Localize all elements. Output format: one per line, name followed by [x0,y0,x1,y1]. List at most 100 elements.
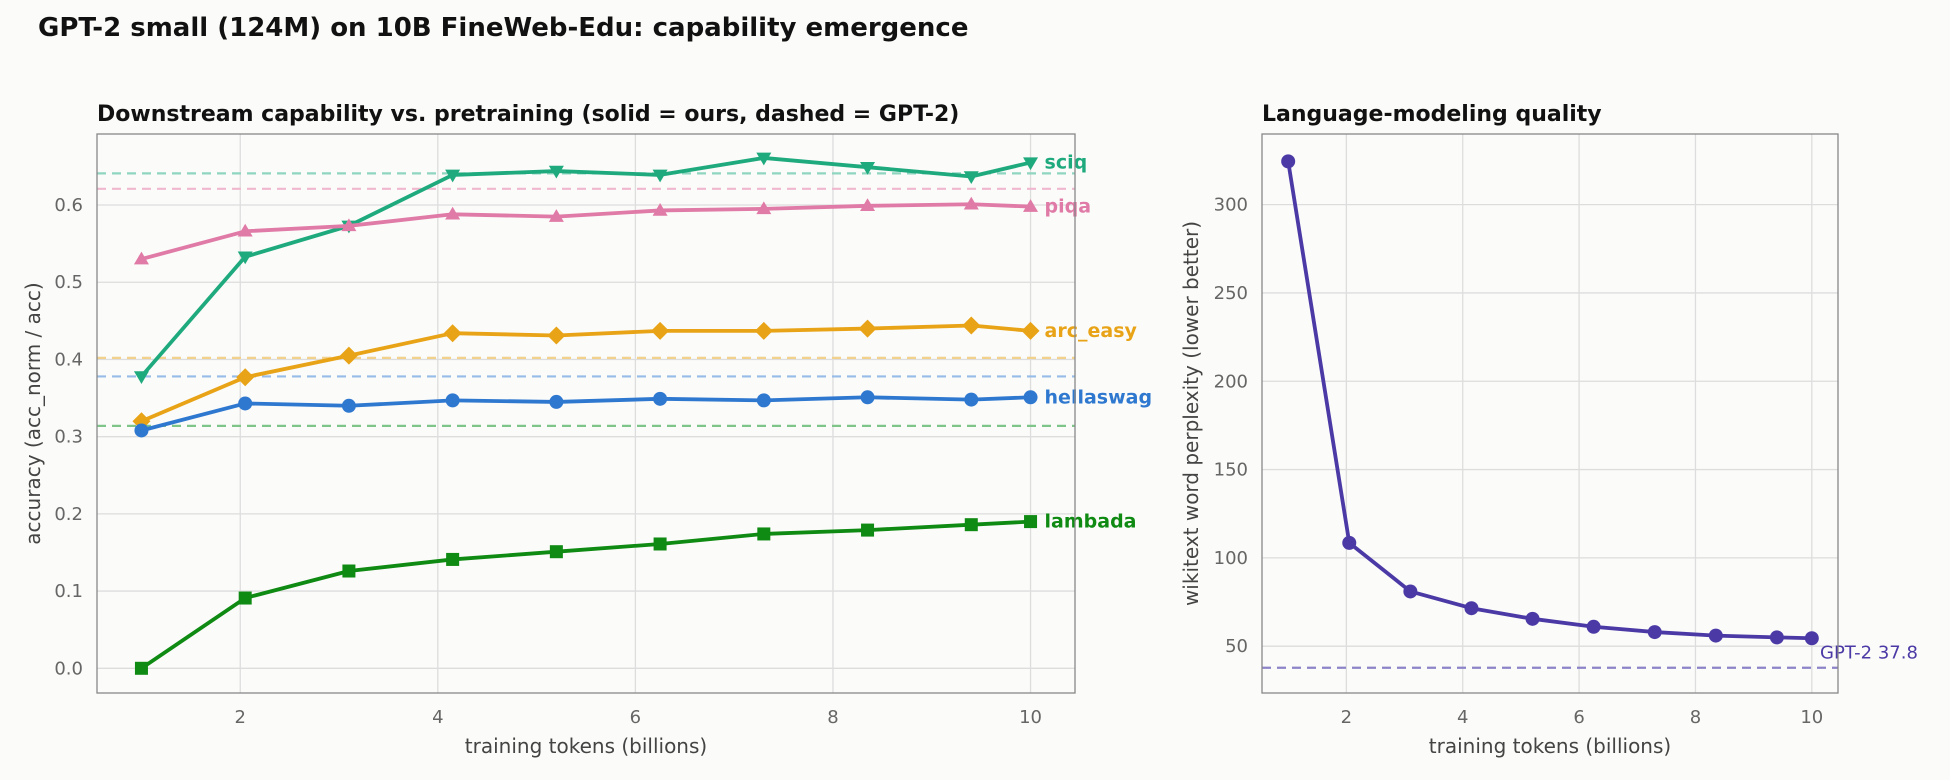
point-perplexity [1708,628,1723,643]
point-arc_easy [858,319,877,338]
point-arc_easy [443,324,462,343]
series-line-arc_easy [140,323,1031,423]
point-hellaswag [860,390,875,405]
plot-frame [1261,133,1839,694]
point-arc_easy [339,346,358,365]
series-label-lambada: lambada [1045,511,1137,533]
point-lambada [1024,515,1038,529]
series-label-arc_easy: arc_easy [1045,320,1138,342]
y-tick-label: 0.6 [54,195,83,216]
series-label-sciq: sciq [1045,152,1088,174]
point-hellaswag [341,398,356,413]
point-lambada [964,518,978,532]
x-tick-label: 4 [432,707,443,728]
x-tick-label: 4 [1457,707,1468,728]
point-perplexity [1342,535,1357,550]
point-perplexity [1804,631,1819,646]
y-tick-label: 100 [1214,548,1248,569]
panel-title: Downstream capability vs. pretraining (s… [97,102,959,127]
point-sciq [133,371,149,384]
point-lambada [342,564,356,578]
point-sciq [652,169,668,183]
x-tick-label: 8 [1690,707,1701,728]
point-piqa [548,209,564,222]
y-tick-label: 0.0 [54,658,83,679]
point-piqa [341,218,357,232]
point-lambada [134,661,148,675]
x-tick-label: 10 [1800,707,1823,728]
series-line-perplexity [1286,161,1812,641]
y-tick-label: 0.1 [54,581,83,602]
point-hellaswag [549,394,564,409]
perplexity-panel: 2 4 6 8 10 50 100 150 200 250 300 GPT-2 37.8 Languag… [1179,102,1918,758]
x-tick-label: 10 [1019,707,1042,728]
point-lambada [757,527,771,541]
reference-label: GPT-2 37.8 [1820,643,1918,664]
point-lambada [653,537,667,551]
y-tick-label: 250 [1214,283,1248,304]
point-lambada [238,591,252,605]
point-piqa [756,201,772,215]
point-piqa [133,251,149,265]
point-piqa [963,196,979,210]
series-line-piqa [140,202,1031,261]
series-line-sciq [140,156,1031,378]
point-hellaswag [964,392,979,407]
y-tick-label: 0.4 [54,349,83,370]
point-sciq [445,169,461,183]
x-tick-label: 2 [1341,707,1352,728]
point-arc_easy [651,321,670,340]
x-tick-label: 6 [1573,707,1584,728]
point-piqa [237,223,253,237]
y-tick-label: 0.2 [54,504,83,525]
x-tick-label: 6 [630,707,641,728]
point-perplexity [1586,619,1601,634]
panel-title: Language-modeling quality [1262,102,1602,127]
x-tick-label: 2 [235,707,246,728]
x-axis-label: training tokens (billions) [1429,734,1671,758]
point-perplexity [1281,154,1296,169]
y-tick-label: 300 [1214,195,1248,216]
plot-frame [96,133,1076,694]
point-perplexity [1769,630,1784,645]
series-label-piqa: piqa [1045,196,1092,218]
point-lambada [861,523,875,537]
point-lambada [446,552,460,566]
point-sciq [1023,157,1039,171]
point-piqa [1023,199,1039,212]
point-arc_easy [962,316,981,335]
point-arc_easy [1021,321,1040,340]
point-hellaswag [653,391,668,406]
point-perplexity [1647,625,1662,640]
point-sciq [860,161,876,175]
series-line-hellaswag [140,395,1031,433]
point-perplexity [1464,601,1479,616]
point-hellaswag [445,393,460,408]
y-tick-label: 150 [1214,460,1248,481]
point-sciq [963,171,979,184]
figure-suptitle: GPT-2 small (124M) on 10B FineWeb-Edu: c… [38,13,968,43]
series-label-hellaswag: hellaswag [1045,386,1153,408]
point-lambada [549,545,563,559]
x-tick-label: 8 [827,707,838,728]
series-line-lambada [140,519,1031,670]
point-sciq [237,251,253,265]
point-sciq [548,165,564,179]
point-piqa [445,206,461,220]
capability-panel: 2 4 6 8 10 0.0 0.1 0.2 0.3 0.4 0.5 0.6 sciq piqa arc_e… [21,102,1152,758]
y-axis-label: accuracy (acc_norm / acc) [21,282,45,544]
point-perplexity [1525,611,1540,626]
point-perplexity [1403,584,1418,599]
y-tick-label: 0.3 [54,427,83,448]
point-arc_easy [547,326,566,345]
point-sciq [756,152,772,166]
point-hellaswag [756,393,771,408]
y-axis-label: wikitext word perplexity (lower better) [1179,221,1203,606]
point-hellaswag [134,423,149,438]
point-hellaswag [1023,390,1038,405]
point-hellaswag [238,396,253,411]
point-piqa [860,198,876,212]
y-tick-label: 0.5 [54,272,83,293]
